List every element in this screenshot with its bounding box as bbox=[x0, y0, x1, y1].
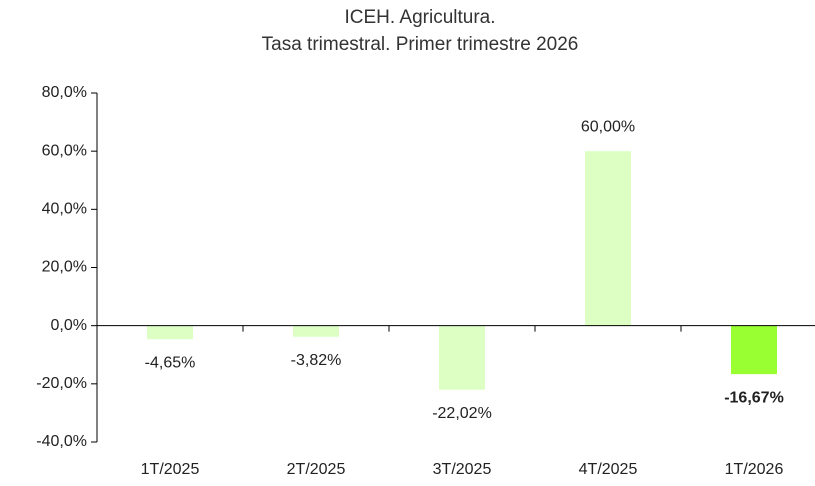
y-tick-label: 80,0% bbox=[42, 84, 87, 101]
y-tick-label: 60,0% bbox=[42, 142, 87, 159]
bar bbox=[585, 151, 631, 326]
x-tick-label: 4T/2025 bbox=[579, 461, 638, 478]
y-tick-label: 20,0% bbox=[42, 259, 87, 276]
bar bbox=[147, 325, 193, 340]
x-tick-label: 2T/2025 bbox=[287, 461, 346, 478]
y-tick-label: 0,0% bbox=[51, 317, 87, 334]
value-label: -4,65% bbox=[145, 354, 196, 371]
x-tick-label: 1T/2025 bbox=[141, 461, 200, 478]
bar bbox=[293, 325, 339, 337]
bar bbox=[731, 325, 777, 375]
chart-subtitle: Tasa trimestral. Primer trimestre 2026 bbox=[262, 34, 579, 55]
value-label: -16,67% bbox=[724, 389, 784, 406]
chart-title: ICEH. Agricultura. bbox=[345, 7, 496, 28]
y-tick-label: 40,0% bbox=[42, 201, 87, 218]
x-tick-label: 3T/2025 bbox=[433, 461, 492, 478]
value-label: -22,02% bbox=[432, 405, 492, 422]
y-tick-label: -40,0% bbox=[36, 433, 87, 450]
bar bbox=[439, 325, 485, 390]
y-tick-label: -20,0% bbox=[36, 375, 87, 392]
x-tick-label: 1T/2026 bbox=[725, 461, 784, 478]
value-label: -3,82% bbox=[291, 352, 342, 369]
value-label: 60,00% bbox=[581, 118, 635, 135]
